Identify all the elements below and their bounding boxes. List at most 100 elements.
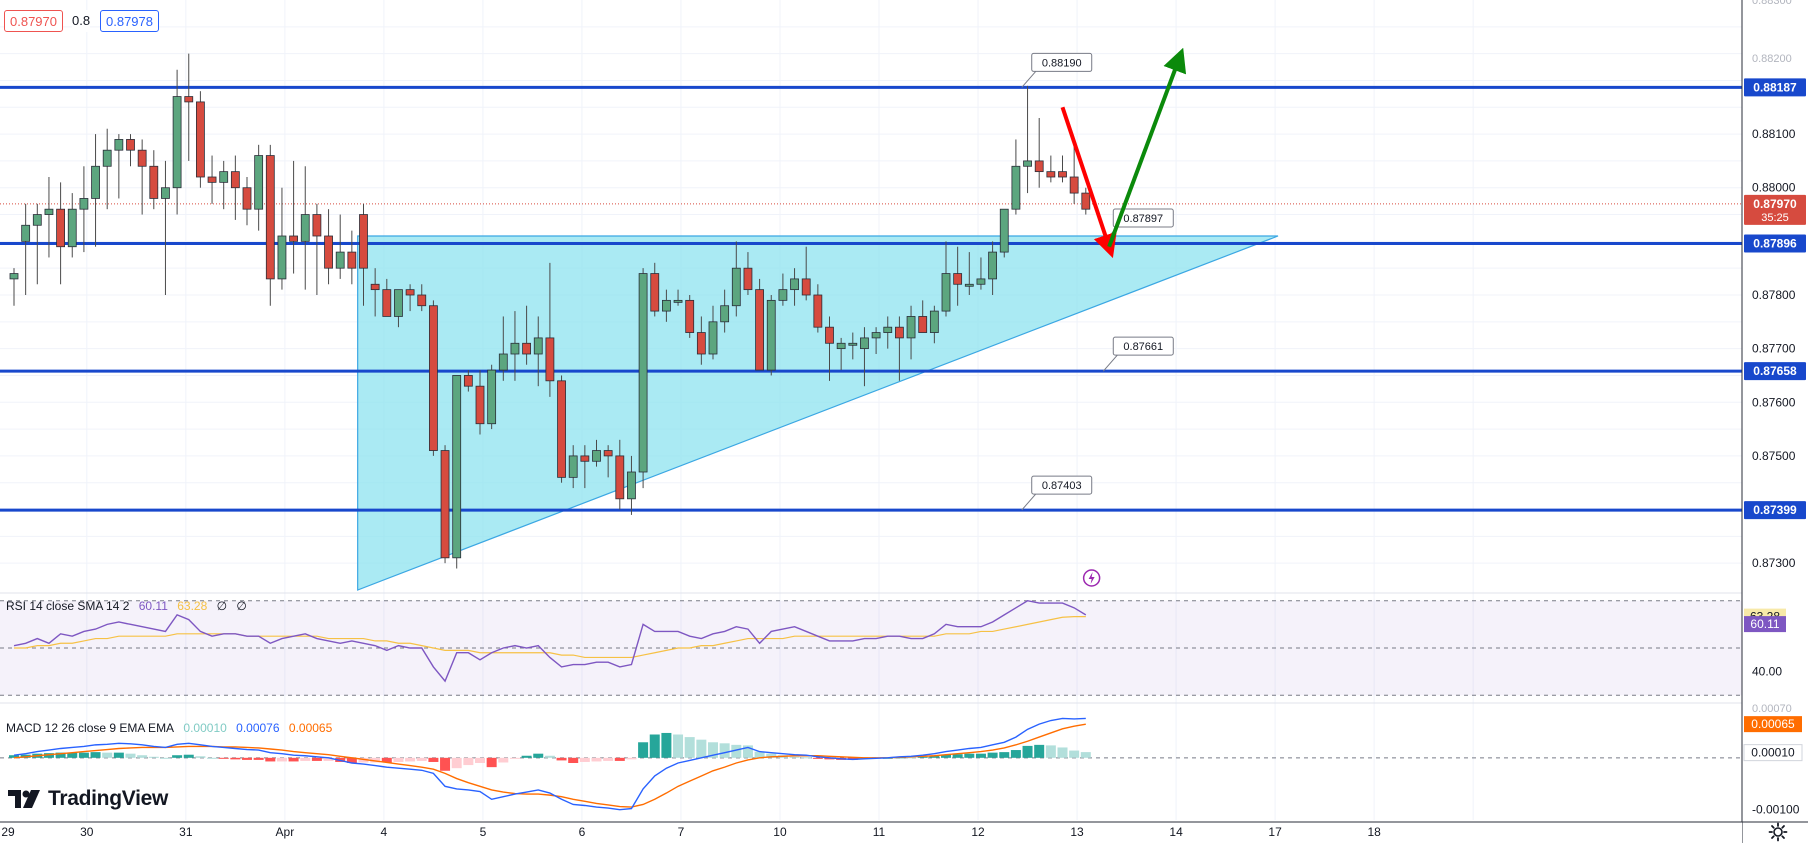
candle-body bbox=[580, 455, 590, 462]
macd-histogram-bar bbox=[230, 757, 241, 760]
candle-body bbox=[161, 187, 170, 199]
rsi-value-badge: 60.11 bbox=[1744, 616, 1786, 633]
macd-histogram-bar bbox=[242, 757, 252, 760]
macd-histogram-bar bbox=[405, 757, 416, 762]
price-tick-label-partial: 0.88200 bbox=[1752, 53, 1792, 65]
candle bbox=[498, 316, 508, 381]
macd-histogram-bar bbox=[172, 755, 183, 758]
badge-background bbox=[1744, 362, 1806, 381]
candle bbox=[394, 289, 403, 328]
candle-body bbox=[21, 224, 31, 242]
badge-price-text: 0.88187 bbox=[1753, 80, 1797, 94]
candle bbox=[673, 289, 683, 306]
macd-legend[interactable]: MACD 12 26 close 9 EMA EMA 0.00010 0.000… bbox=[6, 721, 338, 735]
candle-body bbox=[999, 208, 1009, 253]
badge-background bbox=[1744, 716, 1802, 733]
candle bbox=[219, 160, 229, 210]
candle bbox=[452, 375, 462, 569]
macd-histogram-bar bbox=[952, 754, 963, 758]
macd-histogram-bar bbox=[556, 757, 567, 761]
candle bbox=[277, 187, 287, 290]
candle-body bbox=[475, 385, 485, 425]
candle bbox=[382, 278, 392, 317]
candle-body bbox=[755, 289, 764, 371]
macd-histogram-bar bbox=[125, 753, 136, 758]
candle bbox=[242, 177, 252, 226]
candle bbox=[895, 316, 904, 381]
macd-histogram-bar bbox=[708, 742, 718, 758]
candle bbox=[312, 203, 322, 295]
macd-legend-title: MACD 12 26 close 9 EMA EMA bbox=[6, 721, 175, 735]
badge-price-text: 0.87970 bbox=[1753, 197, 1797, 211]
macd-histogram-bar bbox=[1022, 745, 1033, 758]
candle-body bbox=[417, 294, 427, 307]
settings-gear-icon[interactable] bbox=[1768, 822, 1788, 842]
badge-background bbox=[1744, 616, 1786, 633]
macd-hist-badge: 0.00010 bbox=[1743, 744, 1803, 762]
candle-body bbox=[1081, 192, 1091, 210]
candle bbox=[114, 134, 124, 199]
candle bbox=[207, 155, 217, 204]
candle-body bbox=[230, 171, 240, 189]
candle-body bbox=[56, 208, 65, 248]
candle-body bbox=[988, 251, 997, 280]
macd-histogram-bar bbox=[579, 757, 590, 762]
candle-body bbox=[347, 251, 357, 269]
candle bbox=[720, 289, 730, 333]
price-callout: 0.87403 bbox=[1021, 475, 1093, 511]
macd-histogram-bar bbox=[591, 757, 602, 762]
rsi-legend-na-2: ∅ bbox=[236, 599, 247, 613]
candle-body bbox=[883, 326, 893, 333]
badge-price-text: 0.87896 bbox=[1753, 237, 1797, 251]
candle bbox=[9, 268, 19, 306]
macd-histogram-bar bbox=[207, 757, 218, 759]
time-tick-label: 31 bbox=[179, 825, 193, 839]
macd-histogram-bar bbox=[719, 743, 730, 758]
callout-box bbox=[1031, 52, 1093, 72]
macd-histogram-bar bbox=[137, 755, 148, 758]
candle-body bbox=[895, 326, 904, 339]
candle-body bbox=[790, 278, 799, 291]
macd-histogram-bar bbox=[987, 752, 998, 758]
macd-tick-label: -0.00100 bbox=[1752, 803, 1800, 817]
candle bbox=[67, 193, 77, 258]
macd-histogram-bar bbox=[603, 757, 614, 761]
candle bbox=[370, 268, 380, 317]
macd-line bbox=[13, 717, 1086, 811]
macd-signal-line bbox=[13, 723, 1086, 808]
candle bbox=[1034, 118, 1044, 188]
candle bbox=[417, 284, 427, 312]
candle-body bbox=[650, 273, 660, 312]
candle-body bbox=[953, 273, 963, 285]
candle-body bbox=[941, 273, 951, 312]
candle-body bbox=[848, 342, 858, 346]
ask-price-badge[interactable]: 0.87978 bbox=[100, 10, 159, 32]
badge-value-text: 0.00010 bbox=[1751, 746, 1795, 760]
candle-body bbox=[195, 101, 205, 178]
macd-histogram-bar bbox=[533, 753, 544, 758]
macd-histogram-bar bbox=[696, 739, 707, 758]
bid-price-badge[interactable]: 0.87970 bbox=[4, 10, 63, 32]
candle-body bbox=[778, 289, 788, 301]
candle bbox=[161, 160, 170, 295]
tradingview-logo-icon bbox=[8, 790, 40, 808]
candle-body bbox=[300, 214, 310, 242]
candle-body bbox=[568, 455, 578, 478]
macd-signal-badge: 0.00065 bbox=[1744, 716, 1802, 733]
macd-histogram-bar bbox=[486, 757, 497, 768]
price-tick-label-partial: 0.88300 bbox=[1752, 0, 1792, 7]
rsi-legend[interactable]: RSI 14 close SMA 14 2 60.11 63.28 ∅ ∅ bbox=[6, 599, 253, 613]
candle bbox=[56, 182, 65, 285]
time-tick-label: 7 bbox=[678, 825, 685, 839]
price-tick-label: 0.87800 bbox=[1752, 288, 1796, 302]
macd-histogram-bar bbox=[451, 757, 462, 769]
candle bbox=[871, 327, 881, 354]
rsi-line bbox=[13, 599, 1087, 683]
macd-histogram-bar bbox=[731, 744, 742, 758]
tradingview-logo[interactable]: TradingView bbox=[8, 784, 168, 814]
price-tick-label: 0.87300 bbox=[1752, 556, 1796, 570]
candle-body bbox=[918, 316, 928, 333]
candle-body bbox=[685, 299, 695, 333]
badge-value-text: 60.11 bbox=[1750, 617, 1779, 631]
